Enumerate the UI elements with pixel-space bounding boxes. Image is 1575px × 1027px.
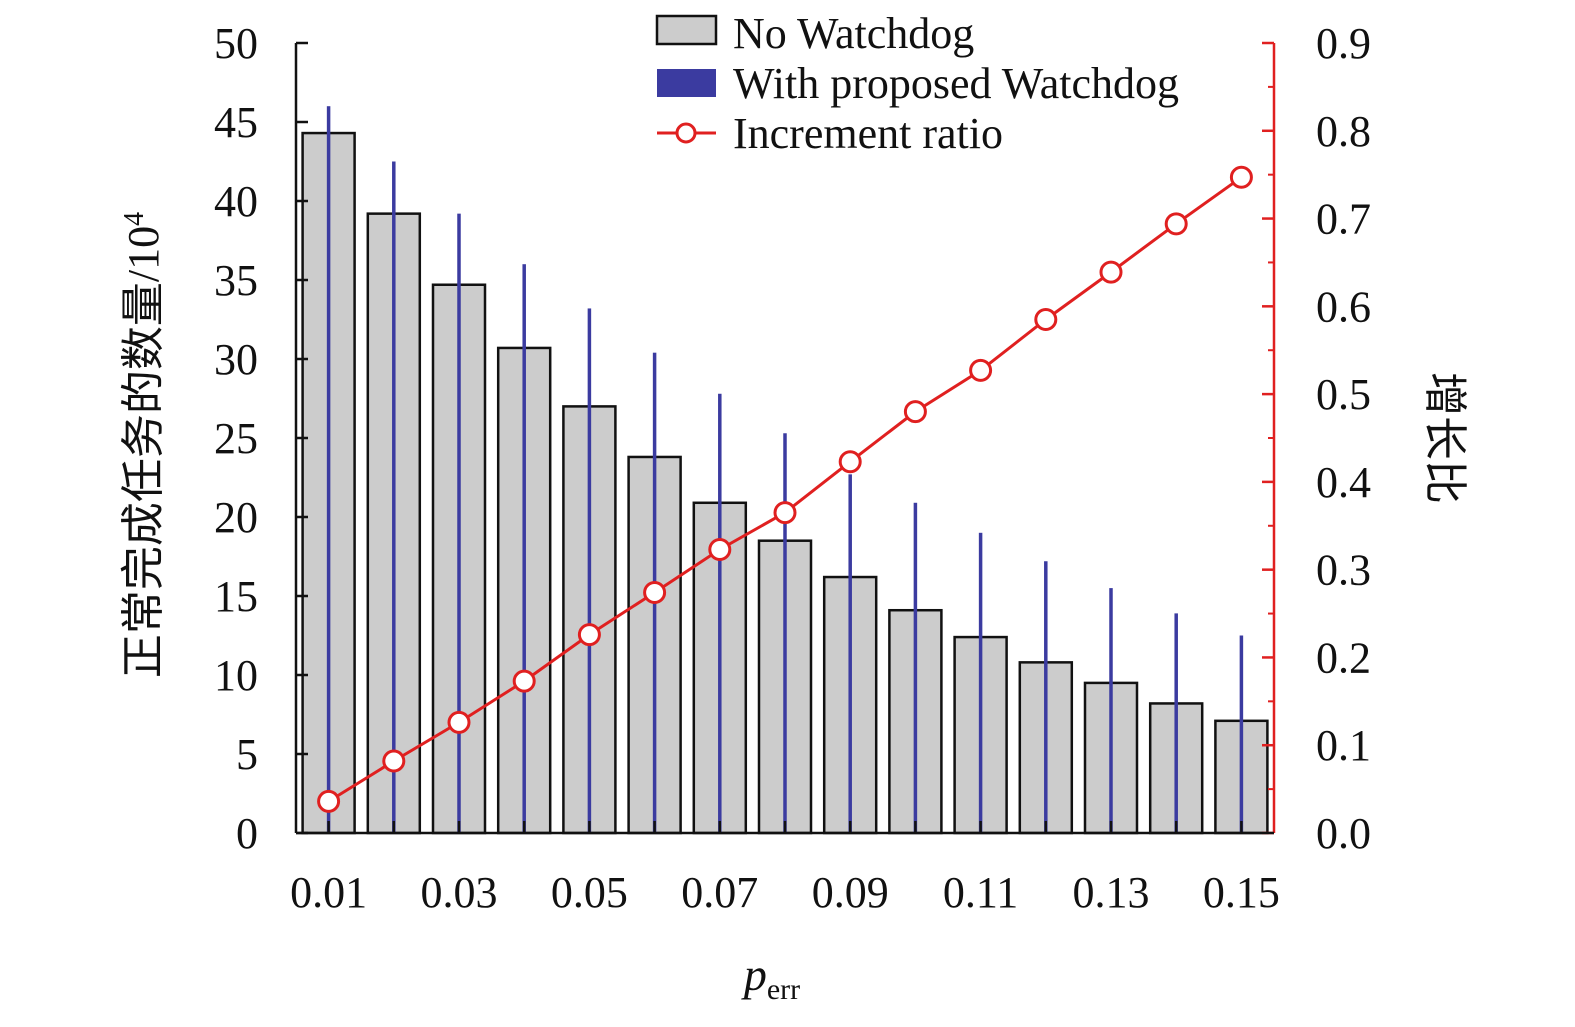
y-tick-label-right: 0.3 (1316, 546, 1371, 595)
legend-label-no-watchdog: No Watchdog (733, 9, 974, 58)
ratio-point (577, 623, 601, 647)
ratio-point (1164, 212, 1188, 236)
bar-watchdog (913, 502, 918, 833)
bar-watchdog (522, 264, 526, 833)
y-axis-left-label: 正常完成任务的数量/104 (119, 212, 169, 678)
y-tick-label-right: 0.5 (1316, 370, 1371, 419)
bars-layer (301, 106, 1269, 835)
labels-layer: 正常完成任务的数量/104 增长比 perr (119, 212, 1470, 1006)
bar-watchdog (718, 393, 722, 833)
y-tick-label-right: 0.9 (1316, 19, 1371, 68)
y-tick-label-right: 0.0 (1316, 809, 1371, 858)
axes-layer: 0 5 10 15 20 25 30 35 40 45 50 0.0 0.1 0.2 0.3 0.4 0.5 0.… (214, 19, 1371, 917)
y-tick-label-left: 15 (214, 572, 258, 621)
x-tick-label: 0.01 (290, 868, 367, 917)
ratio-point (1229, 165, 1253, 189)
legend: No Watchdog With proposed Watchdog Incre… (655, 9, 1179, 158)
bar-watchdog (392, 161, 396, 833)
y-axis-right-label: 增长比 (1420, 372, 1469, 504)
ratio-line-layer (317, 165, 1253, 813)
y-tick-label-left: 20 (214, 493, 258, 542)
ratio-point (838, 450, 862, 474)
legend-swatch-watchdog (657, 69, 716, 97)
bar-watchdog (1239, 635, 1244, 833)
x-tick-label: 0.07 (681, 868, 758, 917)
ratio-point (317, 789, 341, 813)
y-tick-label-right: 0.8 (1316, 107, 1371, 156)
ratio-point (708, 537, 732, 561)
y-tick-label-left: 35 (214, 256, 258, 305)
legend-label-ratio: Increment ratio (733, 109, 1003, 158)
y-tick-label-right: 0.6 (1316, 282, 1371, 331)
bar-watchdog (978, 532, 983, 833)
x-tick-label: 0.05 (551, 868, 628, 917)
legend-marker-ratio (675, 122, 697, 144)
y-tick-label-left: 0 (236, 809, 258, 858)
bar-watchdog (587, 308, 592, 833)
bar-watchdog (1109, 588, 1113, 833)
x-tick-label: 0.15 (1203, 868, 1280, 917)
ratio-point (1099, 260, 1123, 284)
y-tick-label-left: 45 (214, 98, 258, 147)
x-tick-label: 0.09 (812, 868, 889, 917)
y-tick-label-left: 40 (214, 177, 258, 226)
y-tick-label-left: 25 (214, 414, 258, 463)
ratio-point (512, 669, 536, 693)
bar-watchdog (1174, 613, 1178, 833)
y-tick-label-right: 0.7 (1316, 195, 1371, 244)
x-tick-label: 0.11 (943, 868, 1018, 917)
legend-swatch-no-watchdog (655, 14, 718, 46)
x-tick-label: 0.03 (421, 868, 498, 917)
ratio-point (969, 358, 993, 382)
ratio-point (903, 400, 927, 424)
ratio-point (643, 580, 667, 604)
ratio-point (447, 710, 471, 734)
y-tick-label-right: 0.1 (1316, 721, 1371, 770)
legend-label-watchdog: With proposed Watchdog (733, 59, 1179, 108)
y-tick-label-left: 50 (214, 19, 258, 68)
ratio-point (382, 749, 406, 773)
y-tick-label-right: 0.2 (1316, 633, 1371, 682)
ratio-point (1034, 308, 1058, 331)
y-tick-label-right: 0.4 (1316, 458, 1371, 507)
x-tick-label: 0.13 (1073, 868, 1150, 917)
x-axis-label: perr (741, 949, 800, 1006)
y-tick-label-left: 10 (214, 651, 258, 700)
y-tick-label-left: 30 (214, 335, 258, 384)
ratio-point (773, 501, 797, 525)
bar-watchdog (1044, 561, 1048, 833)
y-tick-label-left: 5 (236, 730, 258, 779)
bar-watchdog (848, 474, 852, 833)
bar-watchdog (326, 106, 331, 833)
bar-watchdog (783, 433, 787, 833)
bar-watchdog (457, 213, 461, 833)
